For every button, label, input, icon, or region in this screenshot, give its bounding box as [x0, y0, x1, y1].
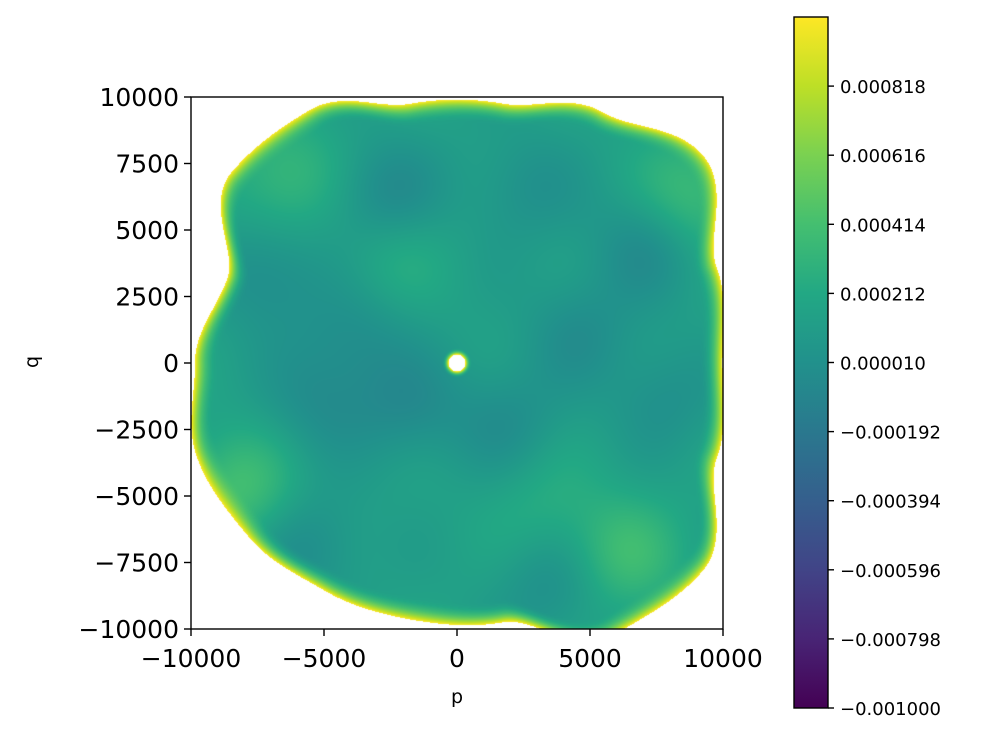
x-tick-label: −5000	[282, 644, 367, 673]
x-axis: −10000 −5000 0 5000 10000	[141, 629, 763, 673]
colorbar-gradient	[793, 16, 829, 709]
colorbar-tick-label: −0.000798	[840, 630, 941, 651]
colorbar-tick-label: 0.000212	[840, 284, 926, 305]
colorbar-tick-label: −0.001000	[840, 699, 941, 720]
y-tick-label: −5000	[94, 482, 179, 511]
colorbar-tick-label: −0.000394	[840, 492, 941, 513]
plot-area	[190, 96, 724, 630]
colorbar-tick-label: −0.000596	[840, 561, 941, 582]
y-tick-label: −2500	[94, 416, 179, 445]
x-tick-label: −10000	[141, 644, 241, 673]
colorbar-tick-label: −0.000192	[840, 423, 941, 444]
y-axis: 10000 7500 5000 2500 0 −2500 −5000 −7500 −10000	[79, 83, 191, 644]
colorbar-tick-label: 0.000010	[840, 354, 926, 375]
colorbar-tick-label: 0.000818	[840, 77, 926, 98]
colorbar-tick-label: 0.000414	[840, 215, 926, 236]
x-axis-label: p	[451, 686, 463, 708]
y-tick-label: 2500	[115, 283, 179, 312]
y-tick-label: 10000	[99, 83, 179, 112]
y-tick-label: 0	[163, 349, 179, 378]
y-tick-label: 5000	[115, 216, 179, 245]
x-tick-label: 5000	[558, 644, 622, 673]
colorbar-ticks: 0.000818 0.000616 0.000414 0.000212 0.000010…	[828, 77, 941, 720]
y-axis-label: q	[21, 356, 43, 368]
y-tick-label: −7500	[94, 549, 179, 578]
heatmap-field	[191, 97, 723, 629]
colorbar: 0.000818 0.000616 0.000414 0.000212 0.000010…	[793, 16, 941, 720]
y-tick-label: −10000	[79, 615, 179, 644]
x-tick-label: 10000	[683, 644, 763, 673]
colorbar-tick-label: 0.000616	[840, 146, 926, 167]
y-tick-label: 7500	[115, 150, 179, 179]
x-tick-label: 0	[449, 644, 465, 673]
